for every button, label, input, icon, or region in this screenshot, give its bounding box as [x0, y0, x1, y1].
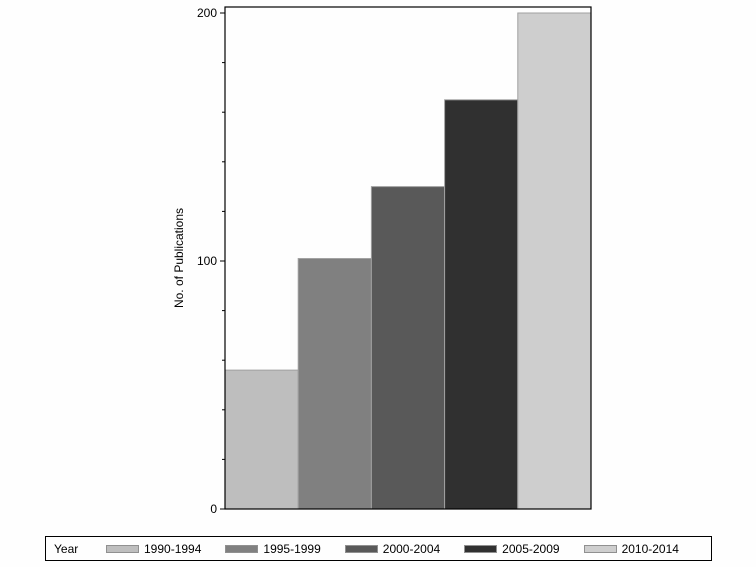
legend-item: 1995-1999 — [225, 542, 344, 556]
bar-1990-1994 — [224, 369, 299, 510]
y-axis-label: No. of Publications — [172, 208, 186, 308]
bar-2000-2004 — [370, 186, 446, 510]
bars-group — [224, 12, 592, 510]
legend-label: 1990-1994 — [144, 541, 202, 556]
bar-2010-2014 — [517, 12, 592, 510]
bar-2005-2009 — [444, 99, 519, 510]
legend-swatch — [106, 544, 139, 553]
legend-swatch — [225, 544, 259, 553]
legend-item: 1990-1994 — [106, 542, 225, 556]
plot-frame — [224, 6, 592, 510]
legend-swatch — [344, 544, 378, 553]
legend-swatch — [583, 544, 617, 553]
legend-label: 2005-2009 — [502, 541, 560, 556]
legend-label: 2010-2014 — [621, 541, 679, 556]
legend-title: Year — [54, 541, 79, 556]
legend-item: 2000-2004 — [344, 541, 464, 556]
y-tick-label: 100 — [197, 254, 217, 268]
legend-item: 2005-2009 — [464, 542, 583, 556]
y-tick-label: 0 — [210, 502, 217, 516]
axes-group: 0 100 200 — [197, 6, 592, 516]
legend-label: 1995-1999 — [263, 541, 321, 556]
y-tick-label: 200 — [197, 6, 217, 20]
legend: Year 1990-1994 1995-1999 2000-2004 2005-200… — [45, 536, 712, 561]
legend-label: 2000-2004 — [382, 541, 441, 556]
bar-1995-1999 — [297, 258, 372, 510]
legend-swatch — [464, 544, 498, 553]
legend-item: 2010-2014 — [583, 541, 703, 556]
